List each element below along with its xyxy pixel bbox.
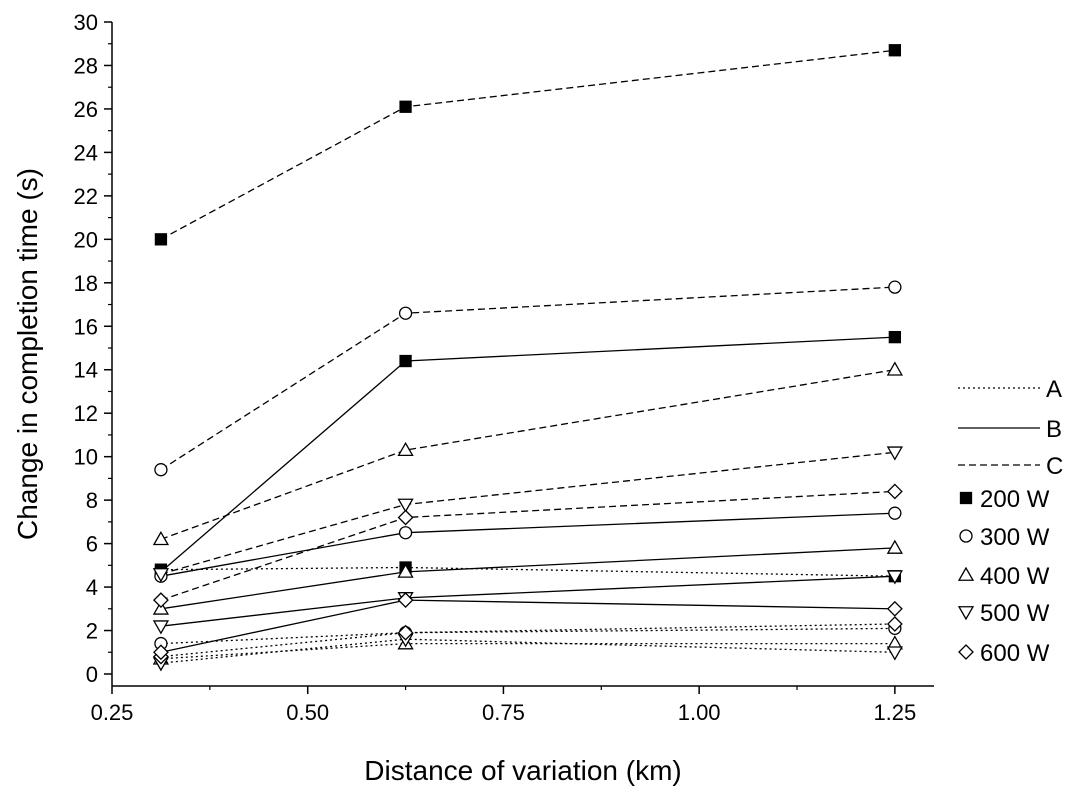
data-point — [888, 330, 902, 344]
data-point — [399, 100, 412, 113]
data-point — [886, 483, 903, 500]
data-point — [397, 498, 414, 513]
series-C-600 — [153, 483, 903, 609]
x-ticks: 0.25 0.50 0.75 1.00 1.25 — [91, 686, 916, 725]
series-line — [160, 566, 895, 577]
data-point — [153, 592, 169, 609]
x-tick-label: 0.75 — [482, 700, 525, 725]
legend-marker — [959, 491, 973, 505]
series-line — [160, 512, 895, 577]
series-B-300 — [154, 506, 902, 583]
data-point — [154, 233, 168, 246]
series-C-300 — [154, 280, 902, 477]
series-C-500 — [152, 446, 903, 583]
legend-marker-label: 200 W — [980, 486, 1050, 513]
series-line — [160, 369, 896, 540]
series-line — [160, 49, 895, 240]
legend-marker-label: 300 W — [980, 524, 1050, 551]
x-tick-label: 0.25 — [91, 700, 134, 725]
y-tick-label: 12 — [74, 401, 98, 426]
series-line — [160, 286, 895, 471]
y-tick-label: 18 — [74, 271, 98, 296]
series-layer — [152, 44, 903, 672]
series-B-400 — [152, 539, 903, 615]
data-point — [888, 280, 902, 294]
y-tick-label: 6 — [86, 532, 98, 557]
y-tick-label: 8 — [86, 488, 98, 513]
axes — [111, 22, 934, 687]
legend-marker — [958, 644, 974, 660]
y-tick-label: 0 — [86, 662, 98, 687]
series-line — [160, 575, 895, 627]
series-C-400 — [152, 361, 903, 546]
legend-marker-label: 600 W — [980, 640, 1050, 667]
data-point — [152, 530, 170, 546]
data-point — [397, 509, 414, 526]
x-axis-title: Distance of variation (km) — [364, 755, 681, 786]
x-tick-label: 1.25 — [873, 700, 916, 725]
data-point — [886, 446, 903, 461]
data-point — [886, 616, 903, 632]
y-tick-label: 16 — [74, 314, 98, 339]
data-point — [886, 600, 903, 617]
series-B-600 — [153, 592, 903, 661]
y-tick-label: 24 — [74, 140, 98, 165]
legend-line-label: C — [1046, 453, 1063, 480]
series-A-400 — [152, 635, 903, 665]
x-tick-label: 0.50 — [286, 700, 329, 725]
data-point — [397, 563, 414, 578]
series-line — [160, 627, 895, 645]
data-point — [397, 592, 414, 609]
y-tick-label: 14 — [74, 358, 98, 383]
data-point — [886, 570, 903, 585]
series-line — [160, 336, 895, 573]
data-point — [397, 441, 414, 457]
data-point — [886, 539, 903, 554]
y-tick-label: 2 — [86, 619, 98, 644]
data-point — [152, 620, 170, 635]
legend-marker — [957, 606, 975, 621]
x-tick-label: 1.00 — [678, 700, 721, 725]
legend-line-label: B — [1046, 416, 1062, 443]
y-axis-title: Change in completion time (s) — [12, 168, 43, 540]
y-tick-label: 26 — [74, 97, 98, 122]
data-point — [888, 506, 902, 520]
series-line — [160, 451, 895, 575]
data-point — [399, 354, 412, 368]
legend-marker — [957, 566, 975, 581]
legend-marker — [959, 529, 973, 543]
data-point — [398, 526, 413, 540]
data-point — [154, 463, 168, 477]
legend-marker-label: 500 W — [980, 600, 1050, 627]
series-B-200 — [154, 330, 902, 579]
y-tick-label: 4 — [86, 575, 98, 600]
data-point — [398, 306, 413, 320]
y-tick-label: 30 — [74, 10, 98, 35]
series-C-200 — [154, 44, 902, 246]
data-point — [886, 646, 903, 661]
series-A-300 — [154, 621, 902, 651]
data-point — [888, 44, 902, 57]
series-A-600 — [153, 616, 903, 665]
data-point — [153, 644, 169, 661]
legend-marker-label: 400 W — [980, 563, 1050, 590]
y-tick-label: 20 — [74, 227, 98, 252]
data-point — [886, 361, 903, 376]
y-tick-label: 10 — [74, 445, 98, 470]
series-line — [160, 490, 895, 601]
legend-line-label: A — [1046, 376, 1062, 403]
y-tick-label: 22 — [74, 184, 98, 209]
data-point — [152, 568, 170, 583]
data-point — [397, 624, 414, 641]
y-tick-label: 28 — [74, 53, 98, 78]
series-line — [160, 638, 895, 664]
series-A-200 — [154, 561, 902, 583]
legend: ABC 200 W 300 W 400 W 500 W 600 W — [957, 376, 1063, 667]
